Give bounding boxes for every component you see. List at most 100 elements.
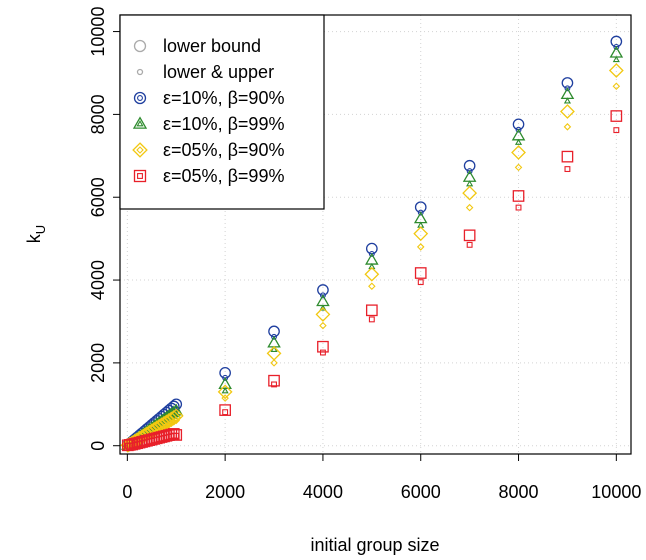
legend-marker: [136, 68, 144, 76]
point-lower: [514, 163, 523, 172]
point-upper: [511, 145, 526, 160]
y-tick-label: 8000: [88, 94, 108, 134]
x-axis: 0 2000 4000 6000 8000 10000: [122, 453, 641, 502]
point-upper: [413, 211, 428, 224]
point-lower: [270, 345, 278, 352]
svg-text:kU: kU: [24, 225, 48, 243]
point-lower: [466, 168, 473, 175]
point-upper: [219, 404, 231, 416]
point-lower: [319, 292, 326, 299]
legend-label: lower bound: [163, 36, 261, 56]
point-upper: [159, 414, 174, 430]
point-upper: [414, 267, 427, 279]
point-lower: [613, 127, 620, 134]
legend-marker-shape: [133, 91, 147, 105]
point-upper: [462, 185, 478, 201]
point-upper: [317, 340, 329, 353]
legend-marker-shape: [136, 68, 144, 76]
legend-marker-shape: [133, 39, 147, 53]
point-upper: [413, 226, 429, 242]
point-lower: [368, 316, 375, 323]
x-tick-label: 0: [122, 482, 132, 502]
legend-marker: [133, 39, 147, 53]
point-lower: [465, 203, 474, 212]
point-lower: [417, 279, 424, 286]
legend-label: ε=05%, β=90%: [163, 140, 284, 160]
legend: lower bound lower & upper ε=10%, β=90% ε=10…: [119, 14, 325, 210]
point-lower: [564, 85, 571, 92]
point-lower: [222, 374, 229, 381]
point-upper: [217, 384, 233, 400]
point-lower: [270, 359, 278, 367]
point-upper: [512, 190, 525, 202]
point-upper: [610, 110, 623, 122]
point-lower: [172, 416, 181, 425]
point-lower: [515, 204, 522, 211]
point-upper: [365, 242, 378, 255]
point-upper: [169, 403, 184, 416]
point-lower: [221, 387, 229, 394]
point-upper: [317, 284, 329, 296]
y-tick-label: 0: [88, 441, 108, 451]
point-upper: [166, 409, 182, 425]
point-upper: [266, 345, 282, 361]
point-upper: [168, 408, 184, 424]
x-tick-label: 10000: [591, 482, 641, 502]
y-axis-title-subscript: U: [33, 225, 48, 234]
legend-marker: [132, 142, 148, 158]
point-upper: [267, 335, 281, 348]
point-lower: [170, 418, 178, 426]
point-upper: [268, 374, 280, 387]
point-upper: [161, 412, 177, 428]
legend-marker-shape: [132, 116, 148, 129]
point-lower: [167, 419, 176, 428]
legend-marker-shape: [133, 169, 147, 183]
point-upper: [560, 87, 575, 100]
point-lower: [271, 333, 277, 340]
point-upper: [463, 229, 476, 242]
legend-item: ε=10%, β=99%: [132, 114, 284, 134]
x-tick-label: 4000: [303, 482, 343, 502]
x-tick-label: 8000: [499, 482, 539, 502]
y-tick-label: 2000: [88, 343, 108, 383]
legend-label: lower & upper: [163, 62, 274, 82]
point-lower: [466, 241, 473, 248]
point-lower: [173, 432, 180, 439]
legend-item: ε=05%, β=99%: [133, 166, 284, 186]
legend-marker-inner: [137, 173, 143, 179]
y-tick-label: 4000: [88, 260, 108, 300]
point-upper: [365, 252, 379, 265]
point-lower: [319, 321, 327, 330]
point-lower: [221, 394, 229, 402]
point-upper: [610, 35, 623, 48]
point-lower: [416, 243, 425, 251]
x-axis-title: initial group size: [310, 535, 439, 555]
point-upper: [365, 304, 378, 317]
point-lower: [417, 209, 424, 216]
point-upper: [608, 63, 624, 78]
point-lower: [613, 43, 620, 50]
point-lower: [612, 82, 621, 91]
legend-label: ε=05%, β=99%: [163, 166, 284, 186]
point-upper: [561, 150, 574, 163]
point-upper: [463, 159, 476, 172]
point-lower: [368, 282, 376, 291]
point-lower: [319, 349, 326, 356]
point-upper: [315, 307, 331, 322]
y-tick-label: 6000: [88, 177, 108, 217]
point-lower: [563, 97, 572, 104]
point-lower: [564, 166, 571, 173]
point-upper: [364, 266, 380, 282]
legend-marker-inner: [136, 120, 144, 127]
data-points: [120, 35, 624, 453]
legend-item: lower bound: [133, 36, 261, 56]
point-lower: [368, 251, 375, 257]
point-lower: [271, 381, 277, 388]
point-lower: [515, 126, 522, 133]
y-axis-title: kU: [24, 225, 48, 243]
x-tick-label: 2000: [205, 482, 245, 502]
point-upper: [219, 366, 231, 379]
legend-item: ε=05%, β=90%: [132, 140, 284, 160]
legend-label: ε=10%, β=99%: [163, 114, 284, 134]
